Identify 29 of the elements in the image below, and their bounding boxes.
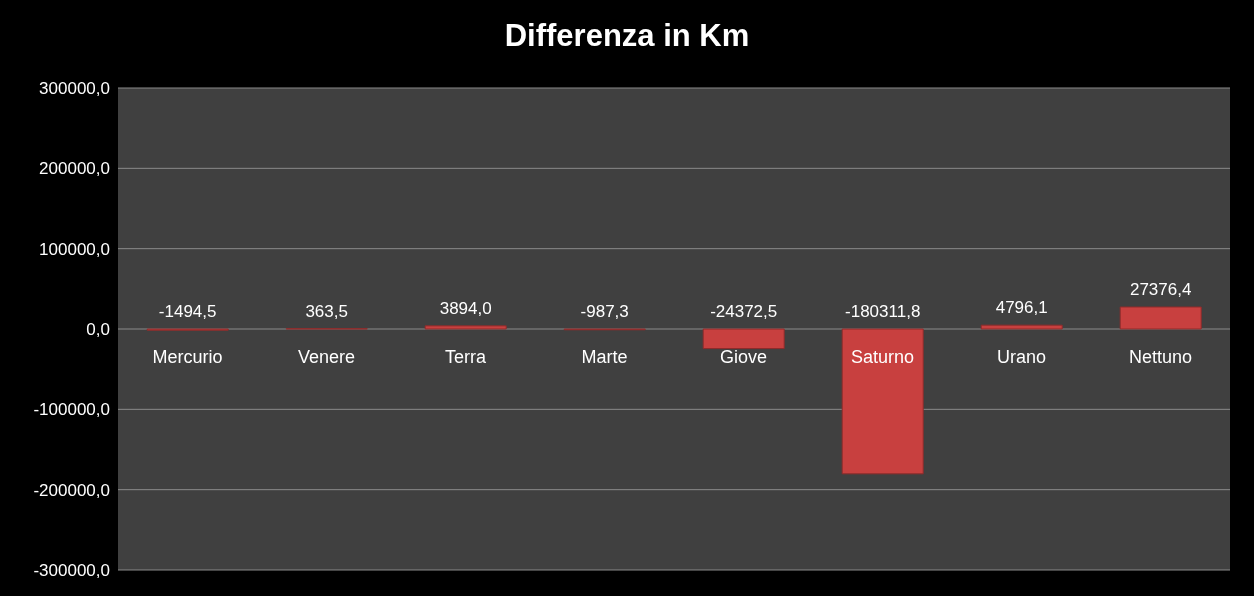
x-tick-label: Venere [297,347,356,367]
bar [702,328,785,350]
data-label: -180311,8 [845,302,921,321]
y-tick-label: 100000,0 [39,239,110,259]
bar [424,325,507,330]
x-tick-label: Nettuno [1128,347,1193,367]
y-tick-label: -100000,0 [33,400,110,420]
x-tick-label: Marte [581,347,628,367]
data-label: 3894,0 [439,298,492,318]
data-label: 4796,1 [995,298,1048,318]
x-tick-label: Mercurio [152,347,223,367]
data-label: 363,5 [305,301,348,321]
data-label: -987,3 [580,302,629,321]
x-tick-label: Urano [996,347,1047,367]
y-tick-label: -200000,0 [33,480,110,500]
chart-title: Differenza in Km [503,18,751,54]
data-label: -24372,5 [710,302,778,321]
y-tick-label: 300000,0 [39,79,110,99]
x-tick-label: Saturno [850,347,915,367]
bar [1119,306,1202,330]
x-tick-label: Terra [444,347,487,367]
y-tick-label: -300000,0 [33,561,110,581]
x-tick-label: Giove [719,347,768,367]
bar [841,328,924,475]
y-tick-label: 200000,0 [39,159,110,179]
data-label: 27376,4 [1129,280,1192,300]
data-label: -1494,5 [158,302,217,321]
bar [980,324,1063,330]
y-tick-label: 0,0 [86,320,110,340]
